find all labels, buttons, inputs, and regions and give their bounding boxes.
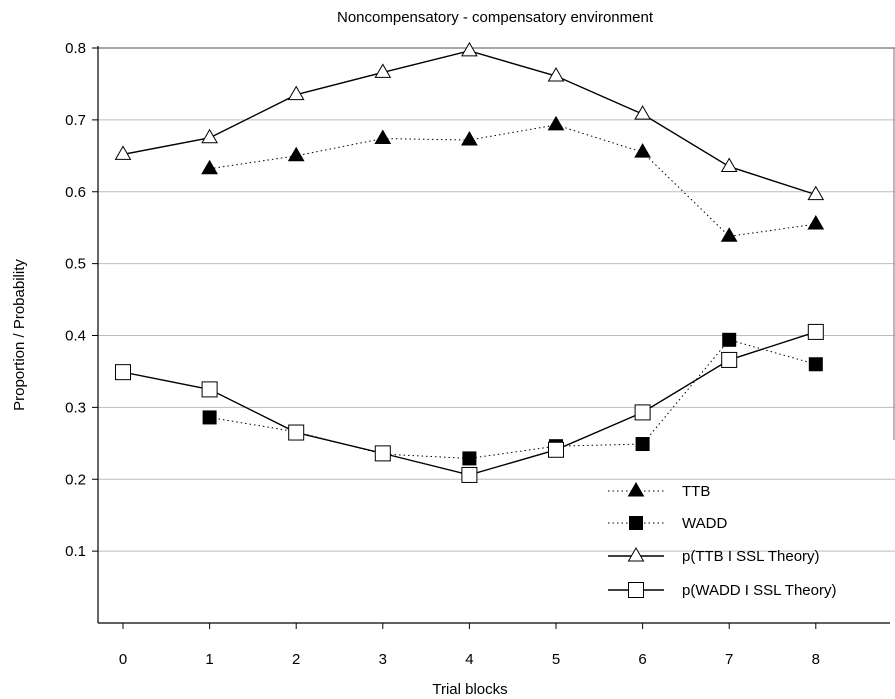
y-tick-label: 0.2 bbox=[65, 471, 86, 488]
data-point bbox=[721, 351, 738, 368]
x-tick-label: 6 bbox=[638, 651, 646, 668]
y-tick-label: 0.4 bbox=[65, 328, 86, 345]
x-tick-label: 0 bbox=[119, 651, 127, 668]
data-point bbox=[462, 451, 477, 466]
data-point bbox=[287, 85, 305, 101]
axes: 0.1 0.2 0.3 0.4 0.5 0.6 0.7 0.8 0 1 2 3 4 5 6 7 8 bbox=[65, 40, 890, 668]
data-point bbox=[374, 63, 392, 78]
y-tick-label: 0.1 bbox=[65, 543, 86, 560]
data-point bbox=[461, 41, 478, 57]
x-tick-label: 3 bbox=[379, 651, 387, 668]
legend-marker bbox=[629, 516, 643, 530]
data-point bbox=[808, 357, 823, 372]
x-tick-label: 7 bbox=[725, 651, 733, 668]
series-p-wadd-i-ssl-theory- bbox=[115, 323, 824, 483]
y-tick-label: 0.5 bbox=[65, 256, 86, 273]
x-tick-label: 5 bbox=[552, 651, 560, 668]
data-point bbox=[548, 441, 564, 458]
data-point bbox=[807, 215, 825, 230]
data-point bbox=[201, 128, 218, 144]
data-point bbox=[722, 332, 737, 347]
legend: TTB WADD p(TTB I SSL Theory) p(WADD I SSL T… bbox=[608, 481, 836, 599]
data-point bbox=[635, 437, 650, 452]
x-axis-title: Trial blocks bbox=[432, 681, 507, 698]
y-tick-label: 0.8 bbox=[65, 40, 86, 57]
legend-label: p(TTB I SSL Theory) bbox=[682, 548, 820, 565]
y-tick-label: 0.7 bbox=[65, 112, 86, 129]
data-point bbox=[201, 381, 218, 398]
data-point bbox=[547, 66, 565, 82]
data-point bbox=[374, 445, 391, 462]
legend-label: p(WADD I SSL Theory) bbox=[682, 582, 836, 599]
y-tick-label: 0.3 bbox=[65, 399, 86, 416]
series-ttb bbox=[201, 115, 825, 242]
data-point bbox=[287, 146, 305, 162]
data-point bbox=[115, 364, 131, 381]
data-point bbox=[374, 129, 392, 145]
data-point bbox=[288, 424, 305, 441]
legend-item: TTB bbox=[608, 481, 710, 500]
data-point bbox=[807, 323, 824, 340]
legend-marker bbox=[627, 546, 645, 562]
legend-marker bbox=[627, 481, 645, 497]
legend-label: TTB bbox=[682, 483, 710, 500]
x-tick-label: 2 bbox=[292, 651, 300, 668]
chart-title: Noncompensatory - compensatory environme… bbox=[337, 9, 654, 26]
legend-item: p(TTB I SSL Theory) bbox=[608, 546, 820, 565]
legend-item: WADD bbox=[608, 515, 727, 532]
grid bbox=[98, 47, 895, 552]
x-tick-label: 4 bbox=[465, 651, 473, 668]
data-point bbox=[461, 466, 478, 483]
legend-marker bbox=[628, 582, 644, 598]
series-line bbox=[122, 50, 817, 196]
x-tick-label: 1 bbox=[205, 651, 213, 668]
legend-item: p(WADD I SSL Theory) bbox=[608, 582, 836, 599]
data-point bbox=[114, 145, 132, 160]
data-point bbox=[634, 143, 651, 158]
data-point bbox=[720, 227, 738, 242]
data-point bbox=[807, 185, 825, 201]
series-layer bbox=[114, 41, 825, 483]
legend-label: WADD bbox=[682, 515, 727, 532]
data-point bbox=[634, 404, 651, 421]
data-point bbox=[547, 115, 565, 131]
x-tick-label: 8 bbox=[812, 651, 820, 668]
y-axis-title: Proportion / Probability bbox=[11, 259, 28, 411]
data-point bbox=[201, 159, 218, 175]
series-p-ttb-i-ssl-theory- bbox=[114, 41, 825, 201]
series-line bbox=[209, 124, 816, 237]
y-tick-label: 0.6 bbox=[65, 184, 86, 201]
data-point bbox=[202, 410, 217, 425]
data-point bbox=[634, 105, 651, 120]
data-point bbox=[720, 157, 738, 173]
data-point bbox=[461, 130, 478, 146]
